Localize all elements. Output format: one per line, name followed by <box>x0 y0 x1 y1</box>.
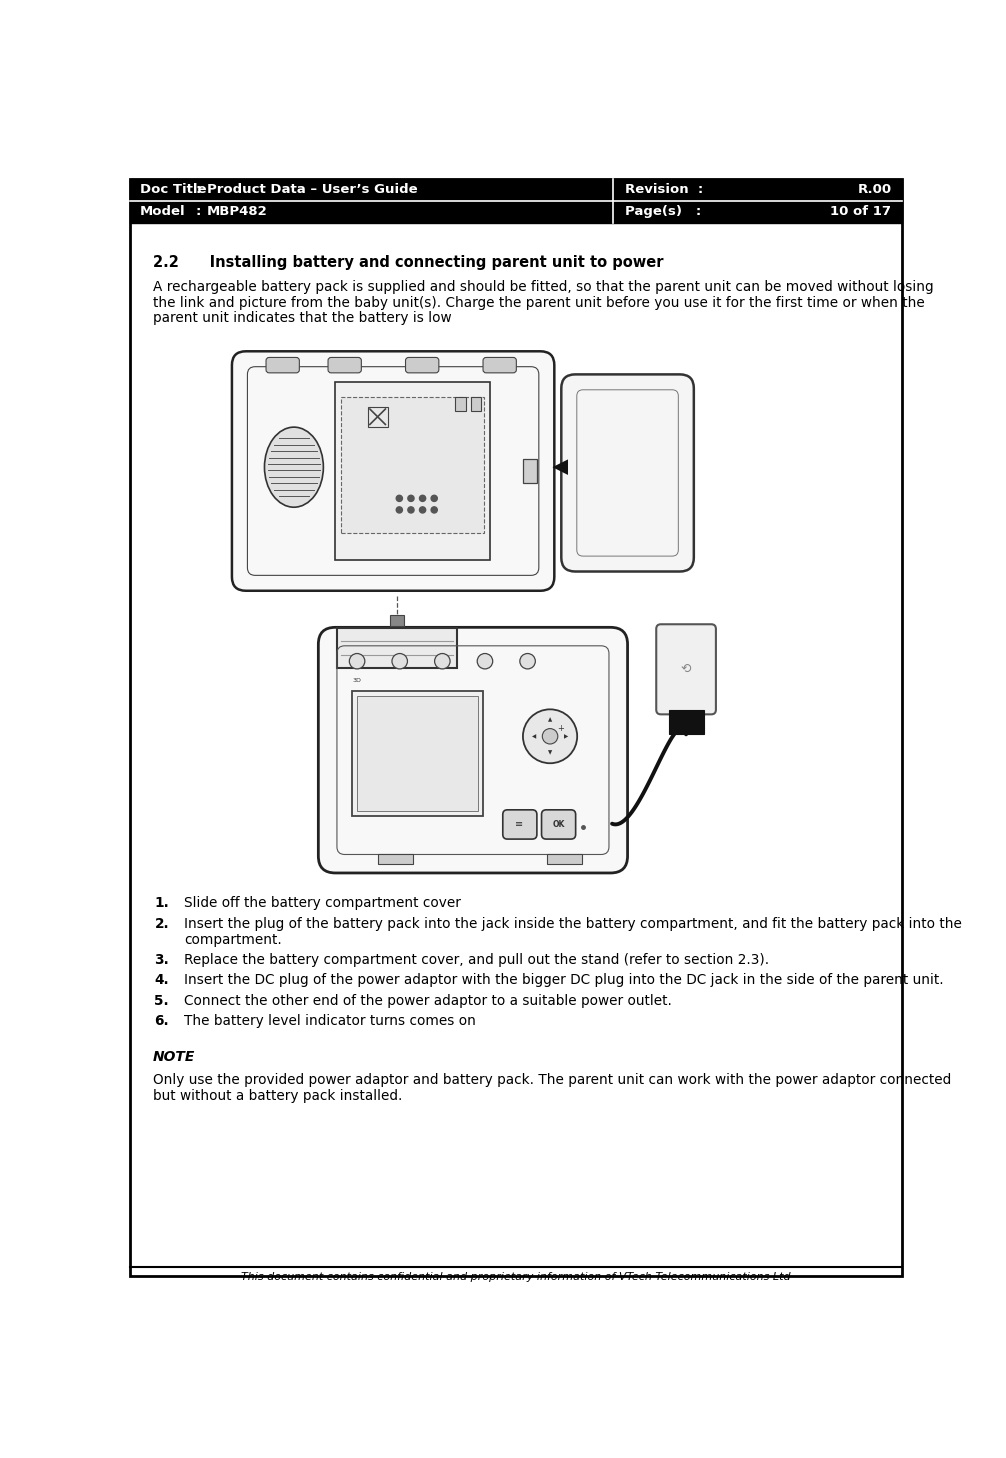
Text: This document contains confidential and proprietary information of VTech Telecom: This document contains confidential and … <box>240 1273 791 1282</box>
Circle shape <box>392 653 407 669</box>
Text: Only use the provided power adaptor and battery pack. The parent unit can work w: Only use the provided power adaptor and … <box>153 1073 951 1088</box>
Text: ◀: ◀ <box>531 733 536 739</box>
Bar <box>455 398 466 411</box>
Text: ▼: ▼ <box>548 749 552 755</box>
Text: NOTE: NOTE <box>153 1050 195 1064</box>
FancyBboxPatch shape <box>232 351 554 590</box>
FancyBboxPatch shape <box>541 809 575 840</box>
Bar <box>471 398 482 411</box>
Text: Insert the DC plug of the power adaptor with the bigger DC plug into the DC jack: Insert the DC plug of the power adaptor … <box>184 974 944 987</box>
FancyBboxPatch shape <box>318 627 628 873</box>
Bar <box>367 407 387 427</box>
Text: R.00: R.00 <box>857 184 891 197</box>
FancyBboxPatch shape <box>405 357 439 373</box>
Circle shape <box>396 507 402 513</box>
Text: ▲: ▲ <box>548 717 552 723</box>
Text: compartment.: compartment. <box>184 933 282 946</box>
FancyBboxPatch shape <box>503 809 537 840</box>
Bar <box>335 382 490 560</box>
Text: 3.: 3. <box>155 954 169 967</box>
Text: 3D: 3D <box>353 678 361 684</box>
Text: parent unit indicates that the battery is low: parent unit indicates that the battery i… <box>153 311 452 325</box>
Circle shape <box>477 653 493 669</box>
Text: ▶: ▶ <box>564 733 568 739</box>
Bar <box>341 398 484 534</box>
Circle shape <box>349 653 365 669</box>
Circle shape <box>407 496 414 502</box>
Circle shape <box>396 496 402 502</box>
Bar <box>669 710 703 735</box>
Text: MBP482: MBP482 <box>207 206 268 219</box>
Text: 2.: 2. <box>155 917 169 930</box>
Text: Revision  :: Revision : <box>625 184 703 197</box>
Text: ≡: ≡ <box>515 819 523 830</box>
Text: Insert the plug of the battery pack into the jack inside the battery compartment: Insert the plug of the battery pack into… <box>184 917 962 930</box>
Text: but without a battery pack installed.: but without a battery pack installed. <box>153 1089 402 1102</box>
Text: A rechargeable battery pack is supplied and should be fitted, so that the parent: A rechargeable battery pack is supplied … <box>153 280 934 295</box>
Circle shape <box>523 710 577 763</box>
FancyBboxPatch shape <box>328 357 361 373</box>
Text: +: + <box>556 725 563 733</box>
Text: 10 of 17: 10 of 17 <box>830 206 891 219</box>
Text: :: : <box>195 184 201 197</box>
Bar <box>547 854 581 863</box>
Text: the link and picture from the baby unit(s). Charge the parent unit before you us: the link and picture from the baby unit(… <box>153 296 925 311</box>
Text: OK: OK <box>552 819 564 830</box>
Text: The battery level indicator turns comes on: The battery level indicator turns comes … <box>184 1015 476 1028</box>
Text: Slide off the battery compartment cover: Slide off the battery compartment cover <box>184 897 461 910</box>
Circle shape <box>407 507 414 513</box>
Text: 4.: 4. <box>155 974 169 987</box>
Text: Doc Title: Doc Title <box>140 184 206 197</box>
Circle shape <box>432 496 438 502</box>
Circle shape <box>432 507 438 513</box>
Text: 5.: 5. <box>155 994 169 1007</box>
FancyBboxPatch shape <box>561 375 694 572</box>
Bar <box>337 628 457 668</box>
Ellipse shape <box>265 427 323 507</box>
Bar <box>378 854 412 863</box>
Text: Connect the other end of the power adaptor to a suitable power outlet.: Connect the other end of the power adapt… <box>184 994 672 1007</box>
Text: Page(s)   :: Page(s) : <box>625 206 701 219</box>
FancyBboxPatch shape <box>266 357 300 373</box>
FancyBboxPatch shape <box>483 357 516 373</box>
Circle shape <box>520 653 535 669</box>
FancyBboxPatch shape <box>656 624 716 714</box>
Circle shape <box>420 507 426 513</box>
Circle shape <box>542 729 557 744</box>
Text: 6.: 6. <box>155 1015 169 1028</box>
Text: Product Data – User’s Guide: Product Data – User’s Guide <box>207 184 417 197</box>
Bar <box>130 179 901 223</box>
Text: 2.2      Installing battery and connecting parent unit to power: 2.2 Installing battery and connecting pa… <box>153 255 663 270</box>
Text: 1.: 1. <box>155 897 169 910</box>
Bar <box>357 695 478 811</box>
Text: :: : <box>195 206 201 219</box>
Bar <box>390 615 404 625</box>
Circle shape <box>435 653 450 669</box>
Text: Model: Model <box>140 206 185 219</box>
Bar <box>523 459 537 483</box>
Text: ⟲: ⟲ <box>681 663 691 677</box>
Bar <box>352 691 483 816</box>
Circle shape <box>420 496 426 502</box>
Text: Replace the battery compartment cover, and pull out the stand (refer to section : Replace the battery compartment cover, a… <box>184 954 769 967</box>
